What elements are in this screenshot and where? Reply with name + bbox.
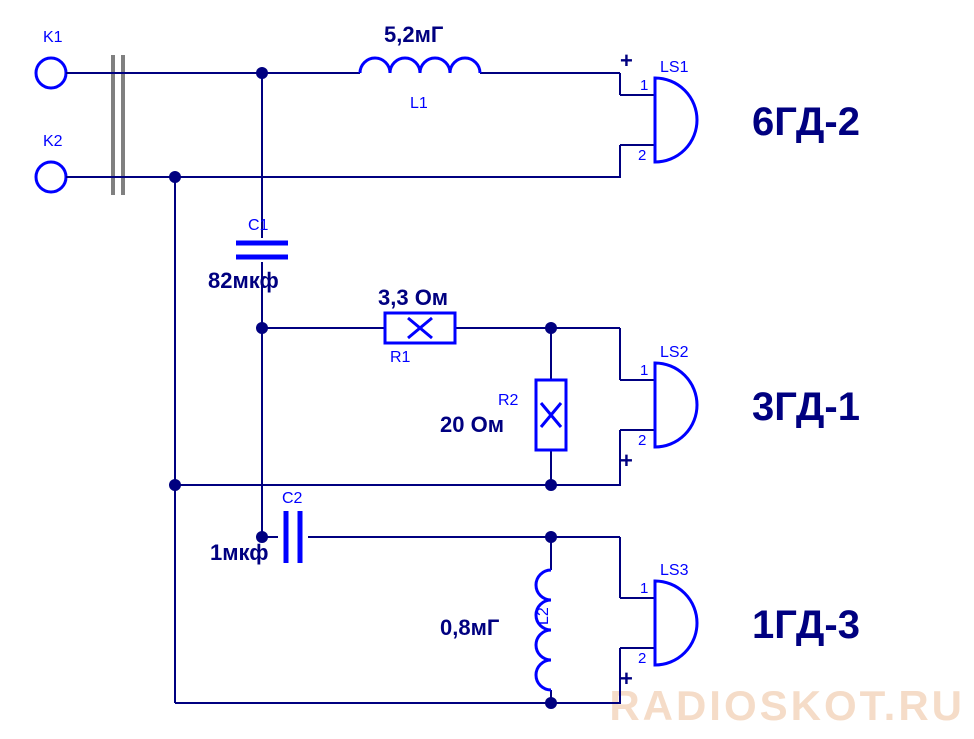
speaker-ls2: 1 2 LS2 + 3ГД-1: [620, 344, 860, 473]
junction-node: [545, 531, 557, 543]
speaker-ls3-pin1: 1: [640, 580, 648, 597]
junction-node: [256, 531, 268, 543]
speaker-ls2-ref: LS2: [660, 344, 689, 361]
junction-node: [545, 322, 557, 334]
terminal-k2: K2: [36, 133, 66, 192]
speaker-ls3-ref: LS3: [660, 562, 689, 579]
speaker-ls3-pin2: 2: [638, 650, 646, 667]
inductor-l2: L2 0,8мГ: [440, 570, 569, 690]
speaker-ls2-pin1: 1: [640, 362, 648, 379]
junction-node: [169, 479, 181, 491]
junction-node: [545, 697, 557, 709]
inductor-l2-value: 0,8мГ: [440, 615, 500, 640]
capacitor-c1-value: 82мкф: [208, 268, 279, 293]
inductor-l2-ref: L2: [535, 607, 552, 625]
resistor-r2-value: 20 Ом: [440, 412, 504, 437]
junction-node: [169, 171, 181, 183]
capacitor-c1: C1 82мкф: [208, 217, 294, 293]
resistor-r2: R2 20 Ом: [440, 380, 566, 450]
watermark-text: RADIOSKOT.RU: [609, 682, 965, 729]
speaker-ls1-pin2: 2: [638, 147, 646, 164]
speaker-ls2-plus: +: [620, 448, 633, 473]
terminal-k1-ref: K1: [43, 29, 63, 46]
resistor-r1-value: 3,3 Ом: [378, 285, 448, 310]
junction-nodes: [169, 67, 557, 709]
inductor-l1: L1 5,2мГ: [360, 22, 480, 112]
inductor-l1-value: 5,2мГ: [384, 22, 444, 47]
resistor-r2-ref: R2: [498, 392, 519, 409]
resistor-r1: R1 3,3 Ом: [378, 285, 455, 366]
speaker-ls3-plus: +: [620, 666, 633, 691]
capacitor-c2: C2 1мкф: [210, 490, 308, 565]
inductor-l1-ref: L1: [410, 95, 428, 112]
junction-node: [256, 67, 268, 79]
speaker-ls3-name: 1ГД-3: [752, 603, 860, 647]
speaker-ls1-ref: LS1: [660, 59, 689, 76]
capacitor-c2-ref: C2: [282, 490, 303, 507]
terminal-k2-ref: K2: [43, 133, 63, 150]
speaker-ls1-pin1: 1: [640, 77, 648, 94]
junction-node: [256, 322, 268, 334]
speaker-ls1: 1 2 LS1 + 6ГД-2: [620, 48, 860, 164]
capacitor-c2-value: 1мкф: [210, 540, 268, 565]
speaker-ls1-name: 6ГД-2: [752, 100, 860, 144]
resistor-r1-ref: R1: [390, 349, 411, 366]
junction-node: [545, 479, 557, 491]
terminal-k1: K1: [36, 29, 66, 88]
capacitor-c1-ref: C1: [248, 217, 269, 234]
speaker-ls1-plus: +: [620, 48, 633, 73]
wire-ls1-return: [175, 145, 620, 177]
speaker-ls2-pin2: 2: [638, 432, 646, 449]
speaker-ls3: 1 2 LS3 + 1ГД-3: [620, 562, 860, 691]
speaker-ls2-name: 3ГД-1: [752, 385, 860, 429]
